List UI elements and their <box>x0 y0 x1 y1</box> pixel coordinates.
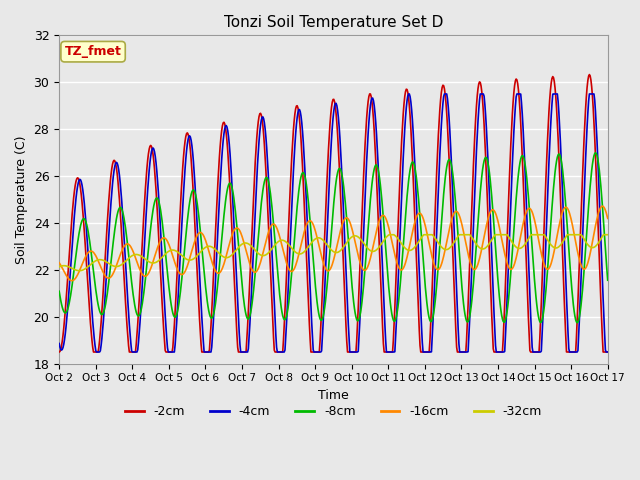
Legend: -2cm, -4cm, -8cm, -16cm, -32cm: -2cm, -4cm, -8cm, -16cm, -32cm <box>120 400 547 423</box>
Title: Tonzi Soil Temperature Set D: Tonzi Soil Temperature Set D <box>224 15 443 30</box>
X-axis label: Time: Time <box>318 389 349 402</box>
Text: TZ_fmet: TZ_fmet <box>65 45 122 58</box>
Y-axis label: Soil Temperature (C): Soil Temperature (C) <box>15 135 28 264</box>
